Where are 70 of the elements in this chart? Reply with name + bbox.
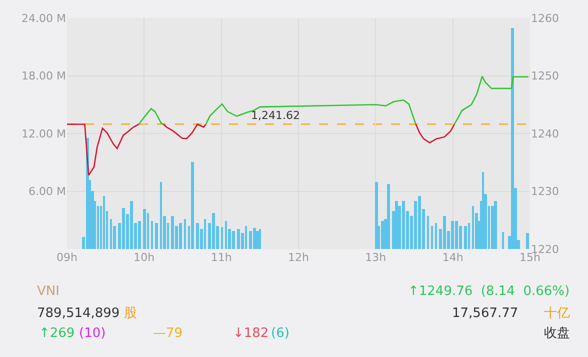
bar [511,28,514,249]
bar [502,232,504,249]
bar [110,219,112,249]
y-tick-label: 12.00 M [22,127,66,140]
bar [482,172,484,249]
bar [138,221,141,249]
bar [225,221,227,249]
bar [418,196,421,249]
bar [122,208,125,249]
text: 789,514,899 [37,306,120,321]
text: 收盘 [544,326,570,341]
bar [253,228,256,249]
bar [212,213,215,249]
bar [435,223,437,249]
bar [143,209,146,249]
bar [130,201,133,249]
bar [526,233,529,249]
text: VNI [37,284,60,299]
text: 股 [124,306,137,321]
y2-tick-label: 1250 [531,70,559,83]
x-tick-label: 13h [365,251,386,264]
bar [494,201,497,249]
x-tick-label: 10h [134,251,155,264]
text: ↓182 [233,326,269,341]
bar [472,206,474,249]
bar [443,216,446,249]
x-tick-label: 09h [56,251,78,264]
bar [431,226,433,249]
text: —79 [153,326,183,341]
bar [160,182,162,249]
y2-tick-label: 1230 [531,185,559,198]
bar [232,231,235,249]
bar [259,229,261,249]
bar [151,221,153,249]
bar [221,227,223,249]
bar [237,229,240,249]
y2-tick-label: 1260 [531,12,559,25]
text: ↑1249.76 (8.14 0.66%) [408,284,570,299]
x-tick-label: 11h [210,251,232,264]
bar [387,184,390,249]
bar [155,223,158,249]
bar [171,216,174,249]
y-tick-label: 6.00 M [28,185,66,198]
text: (6) [271,326,290,341]
bar [191,162,194,249]
bar [196,223,199,249]
bar [249,231,252,249]
x-tick-label: 12h [288,251,310,264]
bar [427,216,429,249]
bar [184,219,186,249]
bar [179,223,182,249]
bar [245,226,247,249]
y2-tick-label: 1240 [531,127,559,140]
bar [402,201,405,249]
bar [468,223,470,249]
text: (10) [79,326,106,341]
text: 17,567.77 [452,306,518,321]
bar [103,196,105,249]
y-tick-label: 18.00 M [22,70,66,83]
bar [464,226,467,249]
bar [147,213,149,249]
x-tick-label: 14h [442,251,464,264]
text: ↑269 [39,326,75,341]
text: 十亿 [544,306,570,321]
ref-line-label: 1,241.62 [251,109,300,122]
y-tick-label: 24.00 M [22,12,66,25]
bar [381,221,384,249]
bar [455,221,458,249]
bar [204,219,206,249]
bar [451,221,454,249]
